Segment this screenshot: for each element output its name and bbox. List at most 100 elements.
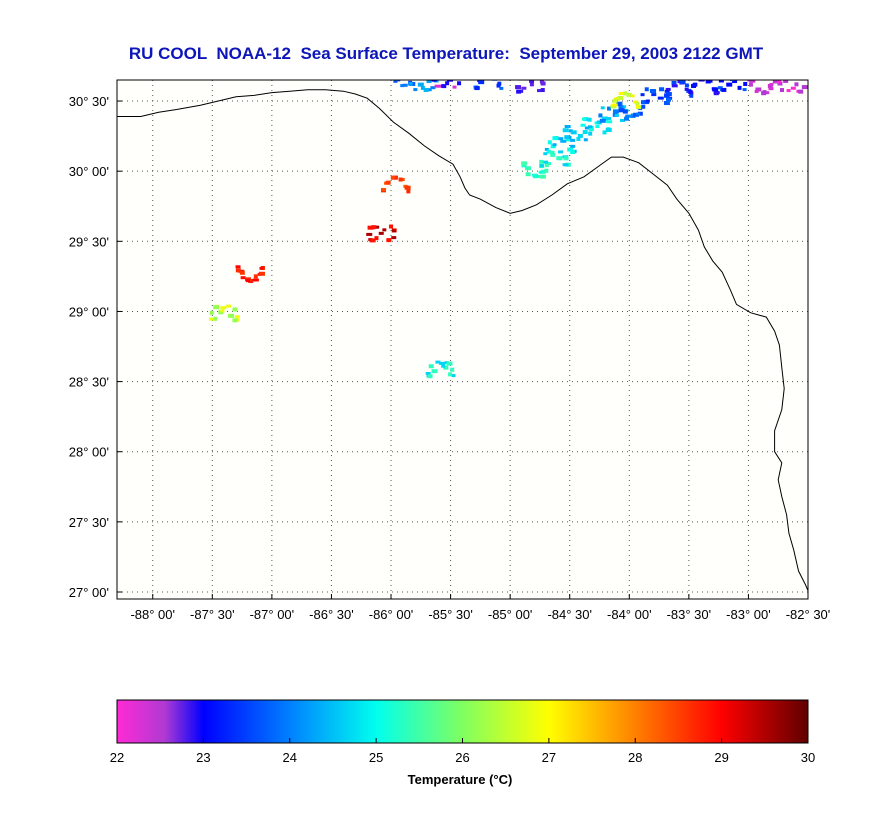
sst-pixel <box>779 88 784 93</box>
sst-pixel <box>786 89 791 93</box>
sst-patch <box>380 175 411 194</box>
sst-pixel <box>616 102 622 107</box>
sst-pixel <box>798 89 804 94</box>
sst-patch <box>544 136 577 155</box>
sst-pixel <box>550 152 556 157</box>
sst-pixel <box>493 75 499 79</box>
sst-pixel <box>474 86 480 91</box>
sst-pixel <box>601 116 608 121</box>
sst-pixel <box>398 177 403 182</box>
sst-pixel <box>234 315 240 319</box>
sst-pixel <box>432 74 437 77</box>
x-tick-label: -82° 30' <box>786 607 831 622</box>
sst-pixel <box>651 93 657 97</box>
sst-pixel <box>218 310 224 315</box>
sst-pixel <box>612 109 619 114</box>
sst-pixel <box>457 74 461 77</box>
sst-pixel <box>801 76 805 79</box>
sst-pixel <box>777 81 783 86</box>
sst-pixel <box>447 80 454 82</box>
sst-patch <box>610 91 642 110</box>
sst-pixel <box>539 159 544 164</box>
colorbar <box>116 699 809 744</box>
sst-pixel <box>688 90 693 95</box>
sst-pixel <box>665 87 671 91</box>
sst-pixel <box>596 120 602 125</box>
sst-pixel <box>402 83 408 87</box>
sst-patch <box>562 124 594 142</box>
sst-pixel <box>544 147 549 151</box>
sst-pixel <box>801 85 808 90</box>
sst-pixel <box>390 71 394 74</box>
sst-pixel <box>366 232 373 236</box>
sst-pixel <box>562 128 569 133</box>
sst-pixel <box>783 80 789 83</box>
sst-pixel <box>414 73 418 76</box>
chart-title: RU COOL NOAA-12 Sea Surface Temperature:… <box>128 44 764 63</box>
sst-pixel <box>443 365 449 370</box>
sst-pixel <box>614 113 619 117</box>
sst-pixel <box>721 87 727 92</box>
x-tick-label: -85° 30' <box>428 607 473 622</box>
map-background <box>117 80 808 599</box>
sst-pixel <box>606 120 613 124</box>
sst-pixel <box>404 185 411 190</box>
sst-pixel <box>605 117 612 121</box>
sst-patch <box>425 360 456 379</box>
sst-pixel <box>228 313 235 318</box>
sst-pixel <box>570 130 577 135</box>
sst-pixel <box>659 87 665 92</box>
sst-pixel <box>430 86 436 90</box>
sst-pixel <box>564 135 570 140</box>
sst-pixel <box>486 74 492 77</box>
sst-pixel <box>544 168 549 173</box>
sst-pixel <box>665 97 671 102</box>
sst-pixel <box>641 104 646 109</box>
sst-pixel <box>640 93 645 97</box>
sst-pixel <box>558 137 564 141</box>
sst-pixel <box>220 309 225 313</box>
sst-patch <box>235 265 265 283</box>
sst-pixel <box>587 125 592 129</box>
sst-pixel <box>726 82 733 87</box>
sst-pixel <box>413 74 419 78</box>
sst-pixel <box>521 86 527 90</box>
sst-pixel <box>618 105 624 110</box>
sst-pixel <box>577 133 583 138</box>
sst-pixel <box>395 80 401 82</box>
sst-pixel <box>671 84 678 88</box>
sst-pixel <box>550 150 555 155</box>
sst-pixel <box>522 76 526 79</box>
sst-pixel <box>431 80 437 82</box>
sst-pixel <box>540 169 546 174</box>
sst-pixel <box>552 143 557 147</box>
sst-pixel <box>552 136 559 141</box>
sst-pixel <box>538 170 543 174</box>
sst-pixel <box>477 80 483 83</box>
sst-pixel <box>588 128 594 132</box>
colorbar-tick-label: 23 <box>196 750 210 765</box>
sst-pixel <box>570 150 576 155</box>
map-frame <box>116 79 809 600</box>
sst-pixel <box>452 85 457 89</box>
sst-pixel <box>580 123 586 127</box>
sst-pixel <box>624 116 630 121</box>
sst-pixel <box>246 279 251 283</box>
sst-pixel <box>663 101 670 106</box>
sst-pixel <box>434 84 440 88</box>
sst-pixel <box>625 114 632 118</box>
sst-patch <box>640 87 673 106</box>
sst-pixel <box>539 174 546 179</box>
sst-pixel <box>413 88 418 92</box>
sst-pixel <box>252 278 259 282</box>
sst-pixel <box>657 96 664 100</box>
sst-pixel <box>393 80 398 83</box>
sst-pixel <box>232 318 238 323</box>
sst-pixel <box>565 137 571 142</box>
sst-pixel <box>439 74 444 78</box>
sst-pixel <box>664 89 670 93</box>
sst-pixel <box>367 225 374 230</box>
sst-pixel <box>416 70 422 73</box>
sst-pixel <box>567 147 574 152</box>
sst-pixel <box>618 91 624 95</box>
